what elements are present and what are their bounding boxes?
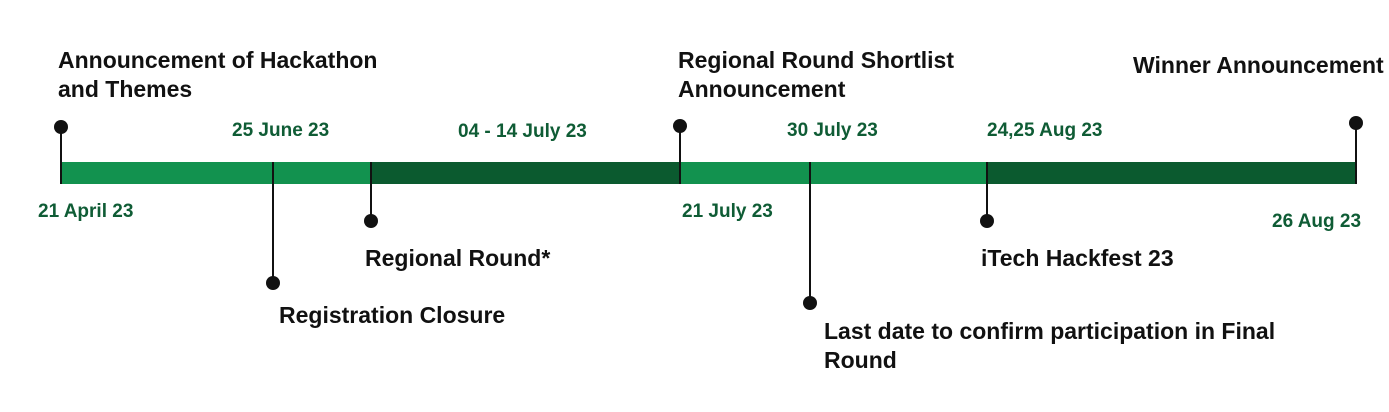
marker-dot-hackfest bbox=[980, 214, 994, 228]
marker-dot-shortlist bbox=[673, 119, 687, 133]
event-label-registration-closure: Registration Closure bbox=[279, 302, 506, 328]
event-label-hackfest: iTech Hackfest 23 bbox=[981, 245, 1174, 271]
date-label-26-aug: 26 Aug 23 bbox=[1272, 211, 1362, 232]
marker-dot-announcement bbox=[54, 120, 68, 134]
marker-stem-confirm-participation bbox=[809, 162, 811, 303]
event-label-announcement: Announcement of Hackathon and Themes bbox=[58, 47, 378, 102]
marker-dot-confirm-participation bbox=[803, 296, 817, 310]
timeline-segment-finale bbox=[987, 162, 1357, 184]
marker-dot-regional-round bbox=[364, 214, 378, 228]
date-label-24-25-aug: 24,25 Aug 23 bbox=[987, 120, 1103, 141]
date-label-30-july: 30 July 23 bbox=[787, 120, 878, 141]
event-label-confirm-participation: Last date to confirm participation in Fi… bbox=[824, 318, 1276, 373]
date-label-21-july: 21 July 23 bbox=[682, 201, 773, 222]
event-label-winner: Winner Announcement bbox=[1133, 52, 1384, 78]
marker-stem-announcement bbox=[60, 127, 62, 184]
marker-stem-regional-round bbox=[370, 162, 372, 221]
date-label-04-14-july: 04 - 14 July 23 bbox=[458, 121, 587, 142]
marker-stem-winner bbox=[1355, 123, 1357, 184]
marker-dot-registration-closure bbox=[266, 276, 280, 290]
marker-dot-winner bbox=[1349, 116, 1363, 130]
marker-stem-registration-closure bbox=[272, 162, 274, 283]
date-label-21-april: 21 April 23 bbox=[38, 201, 134, 222]
marker-stem-hackfest bbox=[986, 162, 988, 221]
date-label-25-june: 25 June 23 bbox=[232, 120, 330, 141]
timeline-segment-shortlist bbox=[681, 162, 987, 184]
timeline-segment-registration bbox=[61, 162, 371, 184]
marker-stem-shortlist bbox=[679, 126, 681, 184]
timeline-segment-regional-round bbox=[371, 162, 681, 184]
event-label-regional-round: Regional Round* bbox=[365, 245, 551, 271]
event-label-shortlist: Regional Round Shortlist Announcement bbox=[678, 47, 954, 102]
